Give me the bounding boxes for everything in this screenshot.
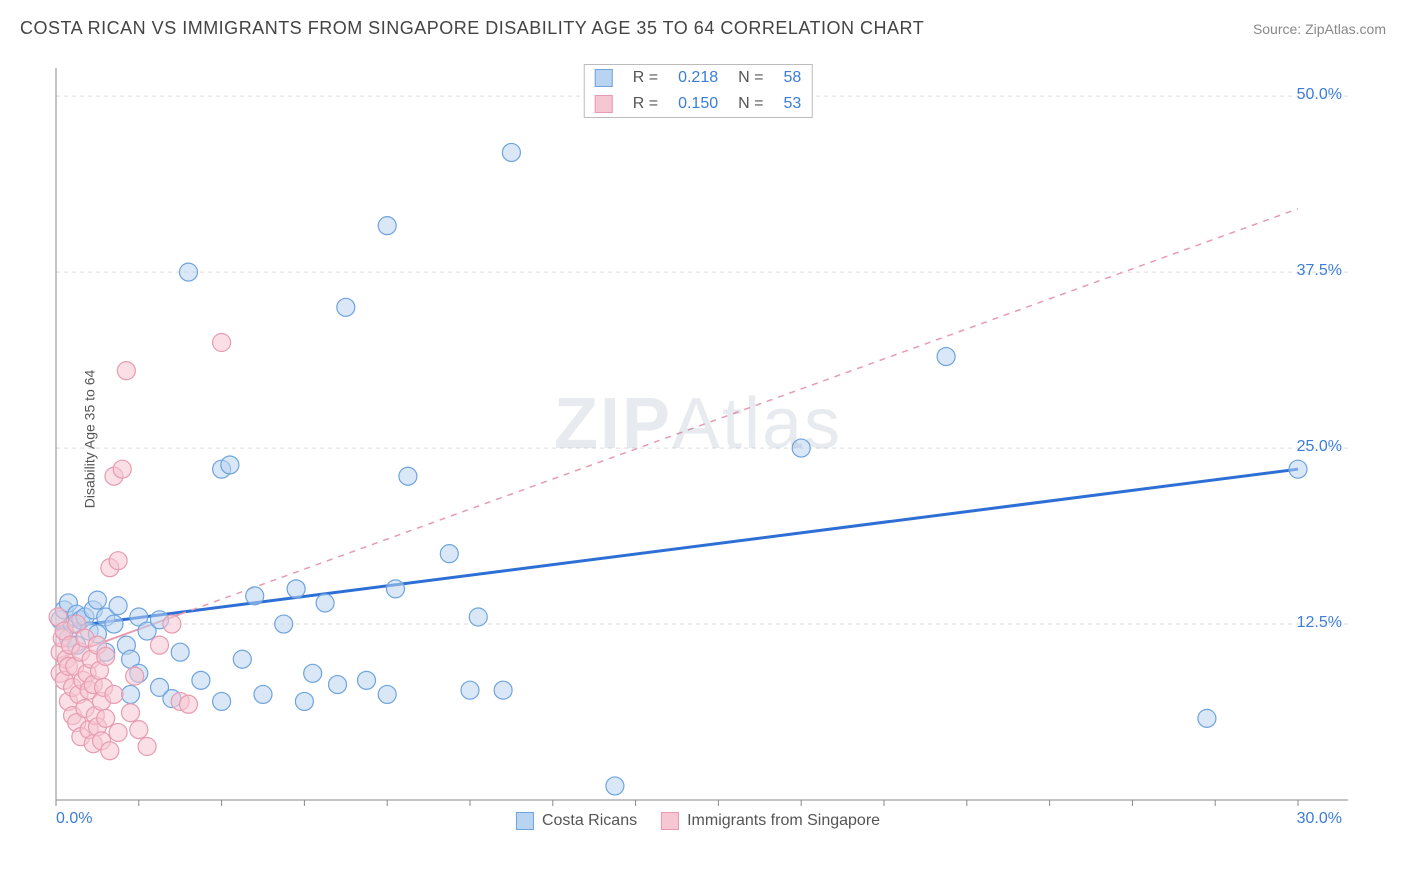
source-attribution: Source: ZipAtlas.com [1253, 21, 1386, 37]
data-point [1289, 460, 1307, 478]
data-point [246, 587, 264, 605]
data-point [329, 676, 347, 694]
data-point [399, 467, 417, 485]
legend-swatch [595, 95, 613, 113]
data-point [179, 695, 197, 713]
y-tick-label: 12.5% [1297, 614, 1342, 632]
data-point [469, 608, 487, 626]
data-point [287, 580, 305, 598]
y-tick-label: 37.5% [1297, 262, 1342, 280]
data-point [113, 460, 131, 478]
data-point [378, 217, 396, 235]
y-tick-label: 25.0% [1297, 438, 1342, 456]
data-point [792, 439, 810, 457]
series-legend: Costa Ricans Immigrants from Singapore [516, 812, 880, 830]
stats-row: R =0.218N =58 [585, 65, 812, 91]
data-point [130, 721, 148, 739]
legend-swatch [595, 69, 613, 87]
data-point [171, 643, 189, 661]
data-point [122, 704, 140, 722]
chart-area: Disability Age 35 to 64 ZIPAtlas R =0.21… [48, 60, 1348, 818]
y-tick-label: 50.0% [1297, 86, 1342, 104]
data-point [122, 685, 140, 703]
data-point [109, 552, 127, 570]
r-value: 0.218 [668, 65, 728, 91]
data-point [233, 650, 251, 668]
data-point [337, 298, 355, 316]
data-point [109, 597, 127, 615]
data-point [606, 777, 624, 795]
data-point [97, 647, 115, 665]
n-label: N = [728, 65, 773, 91]
data-point [502, 143, 520, 161]
data-point [126, 667, 144, 685]
data-point [275, 615, 293, 633]
data-point [937, 348, 955, 366]
data-point [494, 681, 512, 699]
data-point [1198, 709, 1216, 727]
data-point [221, 456, 239, 474]
r-label: R = [623, 65, 668, 91]
n-value: 58 [773, 65, 811, 91]
data-point [440, 545, 458, 563]
r-label: R = [623, 91, 668, 117]
data-point [179, 263, 197, 281]
scatter-plot [48, 60, 1348, 818]
data-point [109, 723, 127, 741]
data-point [138, 738, 156, 756]
legend-label: Costa Ricans [542, 812, 637, 830]
x-tick-label: 0.0% [56, 810, 92, 828]
data-point [192, 671, 210, 689]
chart-title: COSTA RICAN VS IMMIGRANTS FROM SINGAPORE… [20, 18, 924, 39]
stats-legend: R =0.218N =58R =0.150N =53 [584, 64, 813, 118]
data-point [213, 692, 231, 710]
data-point [461, 681, 479, 699]
x-tick-label: 30.0% [1297, 810, 1342, 828]
data-point [254, 685, 272, 703]
legend-swatch [661, 812, 679, 830]
legend-label: Immigrants from Singapore [687, 812, 880, 830]
n-value: 53 [773, 91, 811, 117]
data-point [163, 615, 181, 633]
data-point [213, 334, 231, 352]
data-point [88, 591, 106, 609]
data-point [358, 671, 376, 689]
data-point [97, 709, 115, 727]
legend-item: Immigrants from Singapore [661, 812, 880, 830]
data-point [117, 362, 135, 380]
data-point [151, 636, 169, 654]
stats-row: R =0.150N =53 [585, 91, 812, 117]
legend-swatch [516, 812, 534, 830]
data-point [101, 742, 119, 760]
r-value: 0.150 [668, 91, 728, 117]
data-point [386, 580, 404, 598]
data-point [304, 664, 322, 682]
data-point [295, 692, 313, 710]
legend-item: Costa Ricans [516, 812, 637, 830]
data-point [105, 685, 123, 703]
data-point [378, 685, 396, 703]
n-label: N = [728, 91, 773, 117]
data-point [316, 594, 334, 612]
data-point [105, 615, 123, 633]
